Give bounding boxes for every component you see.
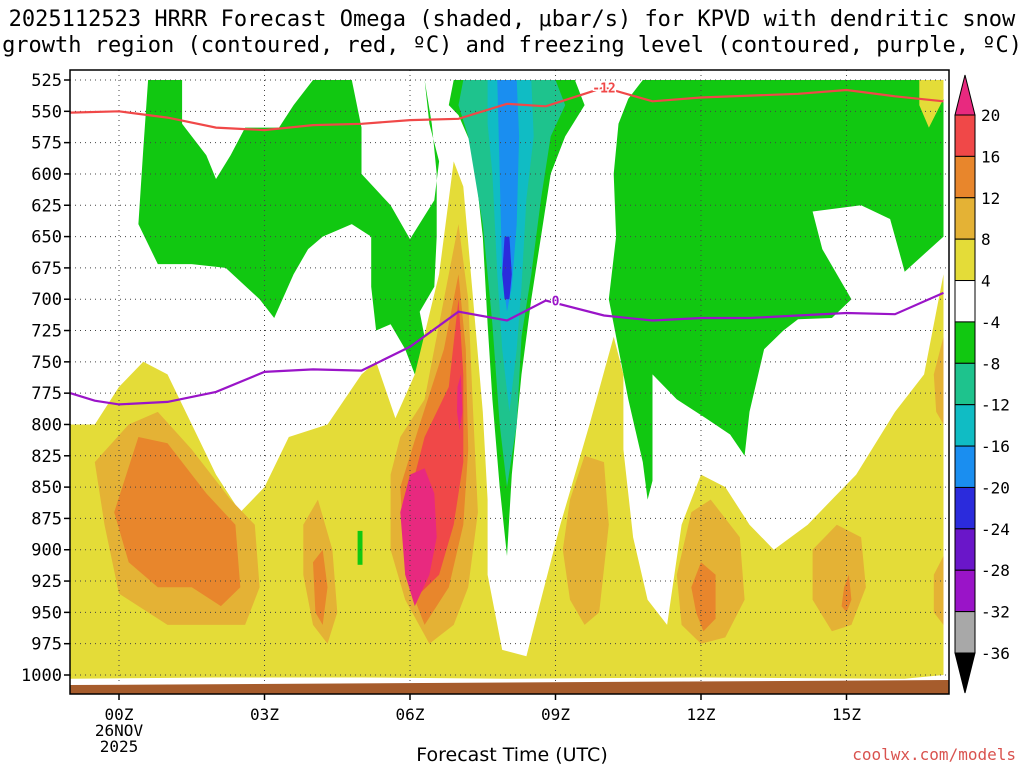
colorbar-label: -8 (981, 354, 1000, 373)
dgz-contour-label: -12 (592, 82, 615, 97)
chart-title-line1: 2025112523 HRRR Forecast Omega (shaded, … (8, 7, 1016, 32)
omega-region-yellow-top-right (919, 80, 944, 128)
colorbar-label: 16 (981, 147, 1000, 166)
omega-region-magenta-06z (400, 468, 437, 607)
omega-region-gold-15z (812, 524, 866, 632)
colorbar-box (954, 280, 976, 323)
omega-region-gold-09z (562, 455, 609, 625)
omega-region-orange-04z (313, 549, 328, 625)
y-tick-label: 800 (31, 415, 62, 435)
x-year-label: 2025 (100, 737, 139, 756)
omega-region-green-upward-west (138, 80, 440, 375)
colorbar-box (954, 486, 976, 530)
colorbar-label: -24 (981, 520, 1010, 539)
colorbar-box (954, 238, 976, 282)
colorbar-box (954, 362, 976, 406)
colorbar-label: -28 (981, 561, 1010, 580)
y-tick-label: 650 (31, 228, 62, 248)
dgz-isotherm-line (70, 86, 944, 132)
y-tick-label: 900 (31, 541, 62, 561)
colorbar-label: -12 (981, 396, 1010, 415)
y-tick-label: 950 (31, 603, 62, 623)
colorbar-label: -20 (981, 478, 1010, 497)
colorbar-label: -32 (981, 603, 1010, 622)
x-axis-title: Forecast Time (UTC) (416, 744, 608, 766)
x-tick-label: 03Z (250, 705, 279, 724)
y-tick-label: 750 (31, 353, 62, 373)
colorbar-box (954, 611, 976, 654)
freezing-contour-label: 0 (552, 294, 560, 309)
colorbar-box (954, 404, 976, 447)
y-axis: 525 550 575 600 625 650 675 700 725 750 775 800 825 8… (21, 71, 70, 686)
colorbar-top-arrow (954, 74, 976, 116)
plot-frame (69, 69, 950, 695)
omega-region-green-05z-speck (357, 530, 363, 565)
colorbar-bottom-arrow (954, 652, 976, 694)
omega-region-orange-12z (691, 562, 716, 632)
y-tick-label: 850 (31, 478, 62, 498)
omega-region-orange-west (114, 437, 241, 607)
omega-region-gold-17z-low (933, 556, 944, 625)
colorbar-label: 12 (981, 189, 1000, 208)
source-credit[interactable]: coolwx.com/models (852, 745, 1016, 764)
terrain-surface (70, 680, 949, 694)
chart-title-line2: growth region (contoured, red, ºC) and f… (2, 33, 1022, 58)
omega-region-magenta-07z-strip (457, 374, 463, 431)
x-tick-label: 12Z (687, 705, 716, 724)
y-tick-label: 575 (31, 134, 62, 154)
y-tick-label: 625 (31, 196, 62, 216)
y-tick-label: 775 (31, 384, 62, 404)
colorbar-label: 8 (981, 230, 991, 249)
y-tick-label: 725 (31, 322, 62, 342)
y-tick-label: 675 (31, 259, 62, 279)
x-tick-label: 06Z (396, 705, 425, 724)
y-tick-label: 1000 (21, 666, 62, 686)
colorbar-label: 4 (981, 272, 991, 291)
colorbar: 20 16 12 8 4 -4 -8 -12 -16 -20 -24 -28 -32 -36 (954, 74, 1010, 694)
colorbar-box (954, 569, 976, 613)
freezing-level-line (70, 291, 944, 406)
colorbar-box (954, 321, 976, 364)
grid-layer (70, 70, 949, 694)
colorbar-box (954, 445, 976, 488)
omega-region-blue-upward (497, 80, 520, 312)
y-tick-label: 925 (31, 572, 62, 592)
colorbar-box (954, 528, 976, 571)
x-tick-label: 00Z (105, 705, 134, 724)
colorbar-label: -4 (981, 313, 1000, 332)
omega-region-darkblue-upward (502, 236, 512, 300)
omega-region-green-upward-east (608, 80, 944, 500)
y-tick-label: 975 (31, 635, 62, 655)
y-tick-label: 600 (31, 165, 62, 185)
x-tick-label: 15Z (832, 705, 861, 724)
x-date-label: 26NOV (95, 721, 144, 740)
colorbar-box (954, 197, 976, 240)
colorbar-box (954, 155, 976, 199)
y-tick-label: 550 (31, 102, 62, 122)
contour-line-layer (70, 86, 944, 406)
colorbar-label: 20 (981, 106, 1000, 125)
colorbar-label: -36 (981, 644, 1010, 663)
colorbar-box (954, 114, 976, 157)
colorbar-label: -16 (981, 437, 1010, 456)
omega-region-orange-15z (841, 574, 852, 613)
omega-shading-layer (70, 80, 944, 679)
y-tick-label: 875 (31, 509, 62, 529)
x-tick-label: 09Z (541, 705, 570, 724)
y-tick-label: 525 (31, 71, 62, 91)
omega-region-gold-17z-edge (933, 336, 944, 425)
y-tick-label: 825 (31, 447, 62, 467)
contour-labels: -12 0 (550, 80, 617, 311)
y-tick-label: 700 (31, 290, 62, 310)
